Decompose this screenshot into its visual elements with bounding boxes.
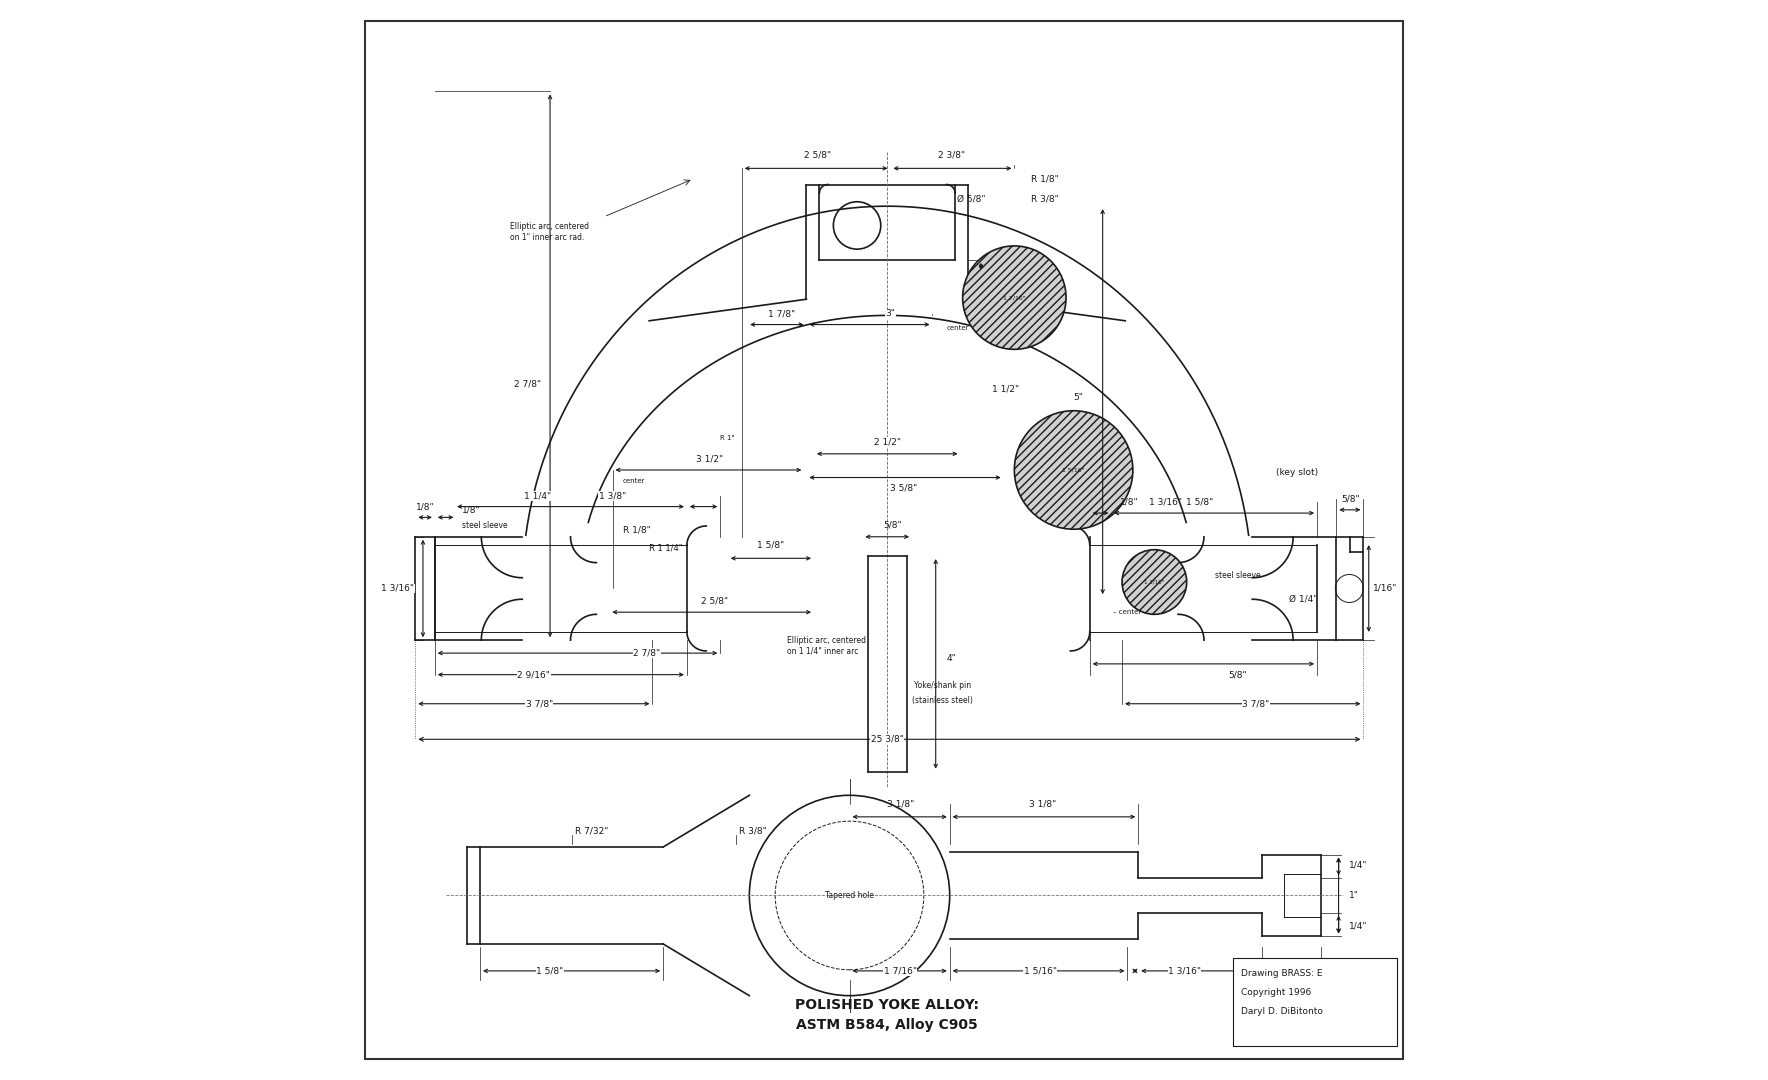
Text: R 1": R 1": [721, 435, 735, 442]
Text: R 1 1/4": R 1 1/4": [649, 543, 682, 552]
Text: 3": 3": [886, 309, 895, 319]
Circle shape: [962, 246, 1066, 349]
Text: 1/8": 1/8": [1121, 498, 1139, 507]
Text: 1/8": 1/8": [461, 505, 481, 514]
Text: 1 3/16": 1 3/16": [1144, 580, 1165, 584]
Text: 1/16": 1/16": [1374, 584, 1397, 593]
Text: ASTM B584, Alloy C905: ASTM B584, Alloy C905: [796, 1017, 978, 1031]
Text: 2 3/8": 2 3/8": [939, 151, 965, 160]
Text: R 1/8": R 1/8": [1031, 175, 1059, 184]
Text: center: center: [946, 325, 969, 330]
Text: POLISHED YOKE ALLOY:: POLISHED YOKE ALLOY:: [796, 998, 979, 1012]
Text: 3 7/8": 3 7/8": [525, 699, 553, 708]
Text: 2 1/2": 2 1/2": [873, 437, 900, 446]
Text: R 3/8": R 3/8": [739, 826, 766, 835]
Text: Daryl D. DiBitonto: Daryl D. DiBitonto: [1241, 1008, 1322, 1016]
Text: 1 5/8": 1 5/8": [1186, 498, 1213, 507]
Text: – center: – center: [1114, 609, 1142, 616]
Text: Copyright 1996: Copyright 1996: [1241, 988, 1310, 997]
Text: Elliptic arc, centered
on 1 1/4" inner arc: Elliptic arc, centered on 1 1/4" inner a…: [787, 636, 866, 656]
Text: 1 3/8": 1 3/8": [599, 491, 626, 500]
Text: 2 9/16": 2 9/16": [518, 671, 550, 679]
Text: 5": 5": [1073, 393, 1082, 402]
Circle shape: [1015, 410, 1133, 529]
Text: 2 5/8": 2 5/8": [804, 151, 831, 160]
Text: steel sleeve: steel sleeve: [1215, 571, 1261, 580]
Text: 1/4": 1/4": [1349, 921, 1368, 930]
Text: R 7/32": R 7/32": [575, 826, 608, 835]
Text: 5/8": 5/8": [884, 521, 902, 529]
Text: 1 5/8": 1 5/8": [536, 967, 564, 975]
Text: 1 5/8": 1 5/8": [757, 541, 785, 550]
Text: 1 7/16": 1 7/16": [1002, 295, 1025, 300]
Text: 2 7/8": 2 7/8": [633, 649, 661, 658]
Text: 1 3/16": 1 3/16": [382, 584, 414, 593]
Text: 1 5/16": 1 5/16": [1063, 468, 1086, 472]
Text: 2 7/8": 2 7/8": [514, 379, 541, 389]
Text: 1/4": 1/4": [1349, 861, 1368, 869]
Text: Elliptic arc, centered
on 1" inner arc rad.: Elliptic arc, centered on 1" inner arc r…: [511, 222, 589, 242]
Text: R 1/8": R 1/8": [624, 526, 651, 535]
FancyBboxPatch shape: [1232, 958, 1397, 1047]
Text: 1 3/16": 1 3/16": [1149, 498, 1181, 507]
Text: 25 3/8": 25 3/8": [872, 734, 903, 744]
Text: 1 1/4": 1 1/4": [1278, 967, 1307, 975]
Text: Tapered hole: Tapered hole: [826, 891, 873, 900]
Text: R 3/8": R 3/8": [1031, 194, 1059, 203]
Text: 1/8": 1/8": [415, 502, 435, 511]
Text: center: center: [622, 477, 645, 484]
Text: 5/8": 5/8": [1342, 495, 1360, 503]
Text: 3 5/8": 3 5/8": [889, 484, 918, 492]
Text: (key slot): (key slot): [1275, 468, 1317, 476]
Text: 1 7/16": 1 7/16": [884, 967, 916, 975]
Text: steel sleeve: steel sleeve: [461, 521, 507, 529]
Text: Ø 5/8": Ø 5/8": [956, 194, 987, 203]
Text: 3 7/8": 3 7/8": [1241, 699, 1269, 708]
Circle shape: [1123, 550, 1186, 615]
Text: 5/8": 5/8": [1229, 671, 1246, 679]
Text: 3 1/8": 3 1/8": [886, 799, 914, 809]
Text: 1 1/2": 1 1/2": [992, 384, 1018, 394]
Text: 1": 1": [1349, 891, 1360, 900]
Text: 4": 4": [948, 654, 956, 663]
Text: 1 3/16": 1 3/16": [1169, 967, 1200, 975]
Text: 1 5/16": 1 5/16": [1024, 967, 1057, 975]
Text: Yoke/shank pin: Yoke/shank pin: [914, 680, 971, 690]
Text: 3 1/2": 3 1/2": [697, 455, 723, 463]
Text: 1 1/4": 1 1/4": [523, 491, 550, 500]
Text: (stainless steel): (stainless steel): [912, 696, 972, 705]
Text: 2 5/8": 2 5/8": [702, 597, 728, 606]
Text: Ø 1/4": Ø 1/4": [1289, 595, 1317, 604]
Text: Drawing BRASS: E: Drawing BRASS: E: [1241, 969, 1322, 977]
Text: 3 1/8": 3 1/8": [1029, 799, 1055, 809]
Text: 1 7/8": 1 7/8": [767, 309, 796, 319]
